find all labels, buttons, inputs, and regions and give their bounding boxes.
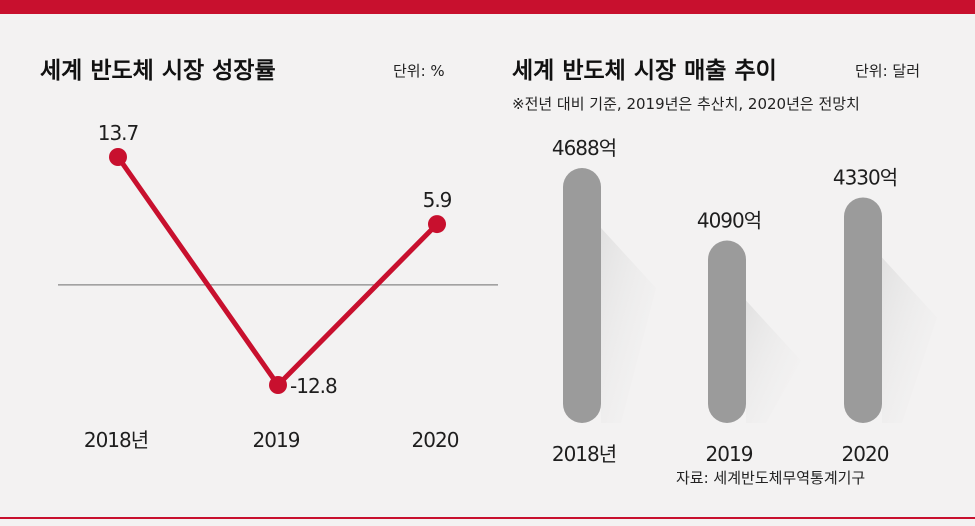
growth-chart-title: 세계 반도체 시장 성장률 <box>40 58 276 84</box>
bottom-accent-rule <box>0 517 975 519</box>
revenue-bar-shadow-0 <box>601 228 656 423</box>
source-credit: 자료: 세계반도체무역통계기구 <box>676 469 865 487</box>
growth-line <box>115 154 440 388</box>
revenue-bar-series: 4688억 2018년 4090억 2019 4330억 2020 <box>552 136 937 466</box>
growth-value-label-0: 13.7 <box>98 121 139 145</box>
growth-category-label-2: 2020 <box>412 428 459 452</box>
revenue-bar-1 <box>708 240 746 423</box>
revenue-chart-title: 세계 반도체 시장 매출 추이 <box>512 58 777 84</box>
growth-category-label-0: 2018년 <box>84 428 148 452</box>
revenue-bar-2 <box>844 197 882 423</box>
revenue-category-label-2: 2020 <box>842 442 889 466</box>
revenue-category-label-1: 2019 <box>706 442 753 466</box>
revenue-bar-shadow-1 <box>746 300 801 423</box>
revenue-chart-unit: 단위: 달러 <box>855 62 920 80</box>
growth-category-label-1: 2019 <box>253 428 300 452</box>
top-accent-rule <box>0 0 975 14</box>
revenue-bar-shadow-2 <box>882 257 937 423</box>
revenue-value-label-1: 4090억 <box>697 209 761 233</box>
revenue-chart-note: ※전년 대비 기준, 2019년은 추산치, 2020년은 전망치 <box>512 95 860 113</box>
growth-point-2 <box>428 215 446 234</box>
growth-point-0 <box>109 148 127 166</box>
revenue-value-label-2: 4330억 <box>833 165 897 189</box>
growth-chart-unit: 단위: % <box>393 62 445 80</box>
revenue-value-label-0: 4688억 <box>552 136 616 160</box>
growth-value-label-2: 5.9 <box>423 188 452 212</box>
revenue-category-label-0: 2018년 <box>552 442 616 466</box>
growth-point-1 <box>269 376 287 394</box>
growth-line-series: 13.7 2018년 -12.8 2019 5.9 2020 <box>84 121 460 452</box>
revenue-bar-0 <box>563 168 601 423</box>
growth-value-label-1: -12.8 <box>290 374 337 398</box>
